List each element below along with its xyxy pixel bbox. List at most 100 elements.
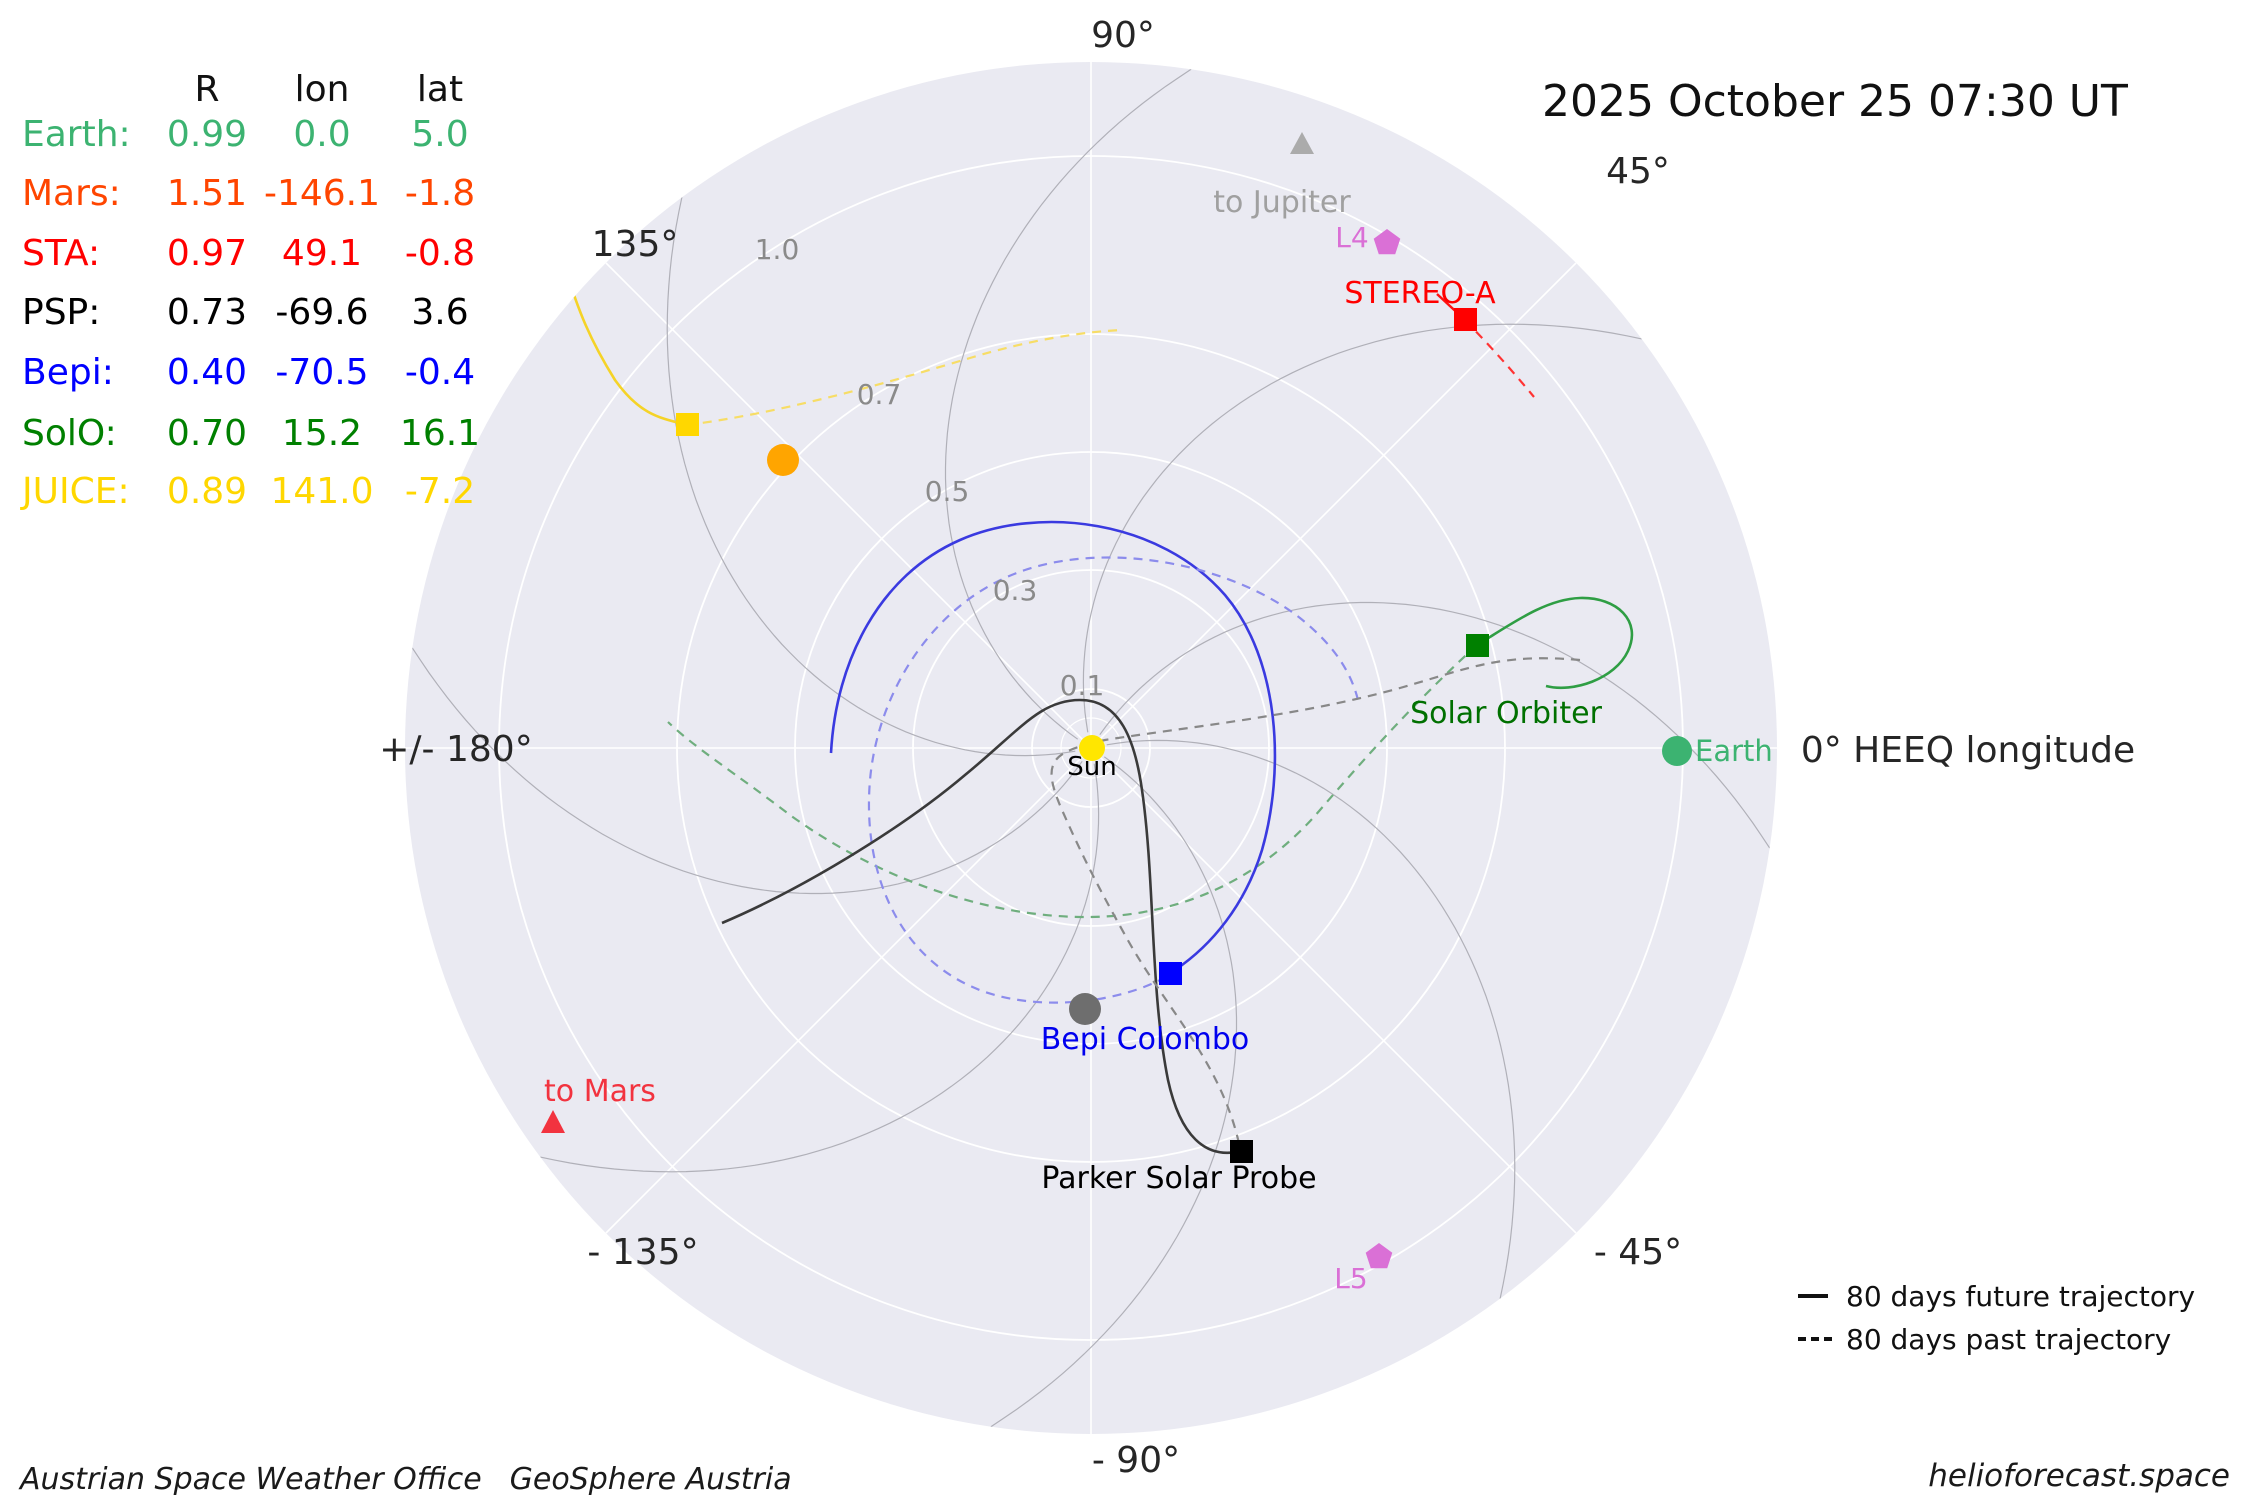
- col-header-r: R: [194, 69, 220, 110]
- row-lon: 49.1: [281, 233, 363, 274]
- radius-label-03: 0.3: [993, 574, 1038, 607]
- table-row-solo: SolO: 0.70 15.2 16.1: [0, 411, 540, 457]
- row-lon: -69.6: [275, 292, 369, 333]
- stereo-a-label: STEREO-A: [1344, 276, 1496, 311]
- row-label: JUICE:: [22, 471, 130, 512]
- row-r: 0.70: [166, 413, 248, 454]
- row-lat: -0.8: [404, 233, 476, 274]
- row-lat: 16.1: [399, 413, 481, 454]
- row-lon: 15.2: [281, 413, 363, 454]
- row-r: 0.99: [166, 114, 248, 155]
- row-lon: 0.0: [293, 114, 351, 155]
- stereo-a-marker: [1454, 308, 1477, 331]
- l5-marker: [1365, 1243, 1393, 1269]
- radius-label-07: 0.7: [857, 378, 902, 411]
- row-lat: -1.8: [404, 173, 476, 214]
- parker-spiral: [411, 647, 1083, 895]
- juice-future-trajectory: [564, 269, 688, 427]
- parker-spiral: [1099, 601, 1771, 849]
- row-r: 0.73: [166, 292, 248, 333]
- angle-label-m45: - 45°: [1594, 1232, 1682, 1273]
- table-row-bepi: Bepi: 0.40 -70.5 -0.4: [0, 350, 540, 396]
- to-mars-icon: [541, 1110, 565, 1133]
- solar-orbiter-past-trajectory: [667, 644, 1478, 919]
- bepi-marker: [1159, 962, 1182, 985]
- dashed-line-icon: [1798, 1337, 1832, 1341]
- angle-tick-labels: 90° 45° 135° +/- 180° 0° HEEQ longitude …: [379, 15, 2135, 1481]
- footer-organization: Austrian Space Weather Office GeoSphere A…: [20, 1462, 792, 1497]
- earth-label: Earth: [1695, 734, 1773, 768]
- col-header-lon: lon: [294, 69, 350, 110]
- venus-marker: [767, 444, 799, 476]
- table-row-sta: STA: 0.97 49.1 -0.8: [0, 231, 540, 277]
- angle-label-45: 45°: [1606, 151, 1670, 192]
- parker-spiral: [666, 197, 1076, 757]
- mercury-marker: [1069, 993, 1101, 1025]
- radius-tick-labels: 0.1 0.3 0.5 0.7 1.0: [755, 233, 1105, 702]
- table-row-earth: Earth: 0.99 0.0 5.0: [0, 112, 540, 158]
- psp-past-trajectory: [1050, 657, 1581, 1149]
- to-jupiter-icon: [1290, 132, 1314, 154]
- row-lon: -70.5: [275, 352, 369, 393]
- l5-label: L5: [1334, 1262, 1367, 1295]
- angle-label-135: 135°: [592, 224, 679, 265]
- footer-website: helioforecast.space: [1928, 1458, 2230, 1494]
- psp-label: Parker Solar Probe: [1041, 1161, 1316, 1196]
- row-r: 0.89: [166, 471, 248, 512]
- row-r: 1.51: [166, 173, 248, 214]
- sun-label: Sun: [1067, 752, 1116, 782]
- psp-future-trajectory: [721, 698, 1242, 1154]
- row-lat: -7.2: [404, 471, 476, 512]
- parker-spiral: [944, 68, 1192, 740]
- angle-label-m90: - 90°: [1092, 1440, 1180, 1481]
- row-label: SolO:: [22, 413, 117, 454]
- object-labels: Sun Earth Solar Orbiter Bepi Colombo Par…: [544, 185, 1773, 1295]
- l4-label: L4: [1335, 221, 1368, 254]
- legend-past: 80 days past trajectory: [1798, 1319, 2171, 1359]
- col-header-lat: lat: [416, 69, 464, 110]
- table-row-juice: JUICE: 0.89 141.0 -7.2: [0, 469, 540, 515]
- radius-label-01: 0.1: [1060, 669, 1105, 702]
- solid-line-icon: [1798, 1294, 1828, 1298]
- bepi-past-trajectory: [867, 556, 1360, 1004]
- solar-orbiter-future-trajectory: [1476, 596, 1634, 690]
- table-row-psp: PSP: 0.73 -69.6 3.6: [0, 290, 540, 336]
- legend-future-label: 80 days future trajectory: [1846, 1279, 2196, 1313]
- bepi-future-trajectory: [829, 520, 1277, 972]
- radius-label-05: 0.5: [925, 475, 970, 508]
- row-label: Earth:: [22, 114, 131, 155]
- sun-marker: [1079, 735, 1105, 761]
- ephemeris-header-row: R lon lat: [0, 67, 540, 113]
- row-lat: 3.6: [411, 292, 469, 333]
- juice-marker: [676, 413, 699, 436]
- legend-future: 80 days future trajectory: [1798, 1276, 2195, 1316]
- plot-date: 2025 October 25 07:30 UT: [1542, 76, 2128, 127]
- legend-past-label: 80 days past trajectory: [1846, 1322, 2172, 1356]
- row-label: Bepi:: [22, 352, 114, 393]
- to-jupiter-label: to Jupiter: [1213, 185, 1351, 220]
- angle-label-0: 0° HEEQ longitude: [1801, 730, 2135, 771]
- row-lat: -0.4: [404, 352, 476, 393]
- row-label: Mars:: [22, 173, 121, 214]
- solar-orbiter-marker: [1466, 634, 1489, 657]
- angle-label-90: 90°: [1091, 15, 1155, 56]
- parker-spiral: [990, 756, 1238, 1428]
- psp-marker: [1230, 1140, 1253, 1163]
- parker-spiral-lines: [411, 68, 1771, 1428]
- row-lat: 5.0: [411, 114, 469, 155]
- row-r: 0.97: [166, 233, 248, 274]
- row-label: STA:: [22, 233, 101, 274]
- earth-marker: [1662, 736, 1692, 766]
- to-mars-label: to Mars: [544, 1074, 656, 1109]
- footer-org-name2: GeoSphere Austria: [509, 1462, 792, 1497]
- parker-spiral: [1106, 739, 1516, 1299]
- stereo-a-past-trajectory: [1464, 319, 1535, 398]
- parker-spiral: [1082, 323, 1642, 733]
- bepi-label: Bepi Colombo: [1041, 1022, 1250, 1057]
- angle-label-m135: - 135°: [587, 1232, 698, 1273]
- row-label: PSP:: [22, 292, 101, 333]
- footer-org-name: Austrian Space Weather Office: [20, 1462, 482, 1497]
- l4-marker: [1373, 229, 1401, 255]
